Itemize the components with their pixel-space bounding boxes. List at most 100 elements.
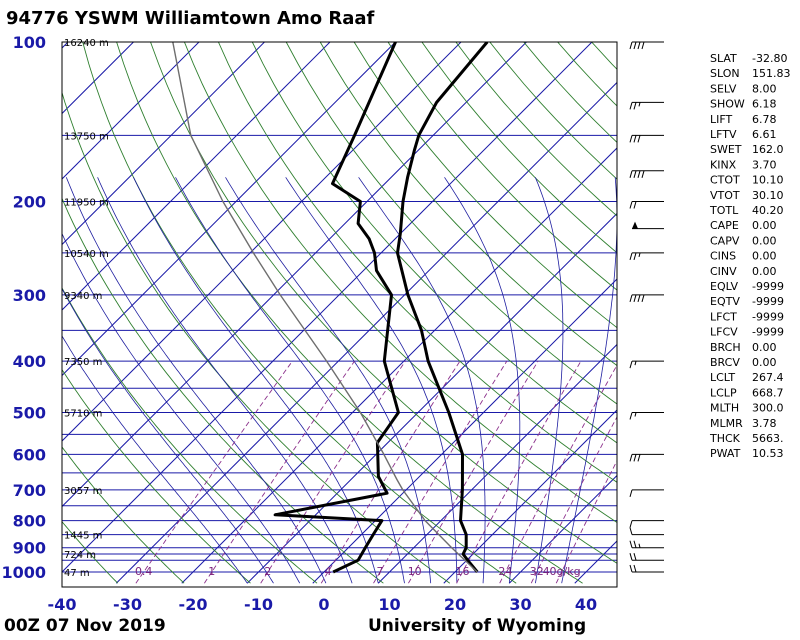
observation-time: 00Z 07 Nov 2019 — [4, 616, 166, 636]
wind-barb — [629, 564, 664, 573]
index-name: LFCT — [710, 310, 737, 323]
isotherm-line — [508, 474, 617, 584]
index-value: 5663. — [752, 432, 784, 445]
height-label: 5710 m — [64, 409, 102, 420]
index-name: CAPV — [710, 234, 740, 247]
index-name: SHOW — [710, 98, 745, 111]
height-label: 724 m — [64, 550, 96, 561]
index-name: CINV — [710, 265, 737, 278]
index-name: TOTL — [709, 204, 739, 217]
mixing-ratio-line — [555, 459, 617, 584]
wind-barb-flag — [633, 454, 637, 462]
index-value: 30.10 — [752, 189, 784, 202]
wind-barb-half-flag — [638, 543, 641, 548]
isotherm-line — [377, 343, 617, 584]
pressure-tick-label: 300 — [13, 286, 46, 305]
index-value: -9999 — [752, 280, 784, 293]
moist-adiabat — [62, 287, 274, 584]
index-name: SELV — [710, 82, 737, 95]
mixing-ratio-line — [456, 360, 582, 584]
mixing-ratio-label: 32 — [530, 565, 544, 578]
wind-barb-flag — [637, 135, 641, 143]
moist-adiabat — [225, 177, 432, 584]
wind-barb-flag — [633, 564, 637, 573]
index-value: 0.00 — [752, 234, 777, 247]
wind-barb-flag — [629, 454, 633, 462]
index-value: 0.00 — [752, 250, 777, 263]
index-value: 300.0 — [752, 402, 784, 415]
pressure-tick-label: 400 — [13, 352, 46, 371]
isotherm-line — [181, 147, 617, 584]
height-label: 1445 m — [64, 531, 102, 542]
isotherm-line — [62, 42, 135, 115]
wind-barb-flag — [637, 294, 641, 303]
moist-adiabat — [285, 177, 458, 584]
sounding-traces — [172, 42, 489, 574]
wind-barb-flag — [629, 412, 633, 420]
mixing-ratio-line — [320, 360, 461, 584]
index-name: BRCV — [710, 356, 740, 369]
index-name: LCLT — [710, 371, 735, 384]
index-name: EQLV — [710, 280, 739, 293]
wind-barb-flag — [633, 170, 637, 178]
mixing-ratio-line — [499, 364, 617, 584]
isotherm-line — [443, 409, 617, 584]
parcel-trace — [172, 42, 478, 573]
isotherm-line — [62, 42, 331, 311]
dry-adiabat — [353, 42, 617, 329]
index-name: KINX — [710, 158, 737, 171]
pressure-tick-label: 1000 — [1, 563, 46, 582]
dry-adiabat — [319, 42, 617, 367]
index-name: THCK — [709, 432, 741, 445]
index-name: LIFT — [710, 113, 733, 126]
wind-barb — [629, 489, 664, 498]
isotherm-line — [62, 42, 593, 573]
index-name: LFCV — [710, 326, 738, 339]
dry-adiabat — [387, 42, 617, 291]
index-name: BRCH — [710, 341, 741, 354]
dry-adiabat — [62, 446, 185, 584]
index-value: 8.00 — [752, 82, 777, 95]
moist-adiabat — [534, 177, 564, 584]
index-name: SLAT — [710, 52, 737, 65]
wind-barb — [629, 553, 664, 561]
index-value: 3.78 — [752, 417, 777, 430]
isotherm-line — [115, 81, 617, 584]
wind-barb-flag — [633, 201, 637, 209]
wind-barb-flag — [629, 294, 633, 303]
wind-barb-half-flag — [638, 102, 641, 107]
index-name: LCLP — [710, 386, 737, 399]
wind-barb-flag — [637, 170, 641, 178]
pressure-tick-label: 500 — [13, 404, 46, 423]
index-value: 40.20 — [752, 204, 784, 217]
mixing-ratio-line — [530, 416, 617, 584]
height-label: 16240 m — [64, 38, 109, 49]
temperature-tick-label: -10 — [244, 595, 273, 614]
temperature-tick-label: -40 — [48, 595, 77, 614]
chart-title: 94776 YSWM Williamtown Amo Raaf — [6, 8, 375, 29]
temperature-tick-label: 40 — [575, 595, 597, 614]
wind-barb — [629, 540, 664, 549]
wind-barb-half-flag — [638, 252, 641, 258]
mixing-ratio-line — [204, 360, 355, 584]
height-label: 47 m — [64, 568, 90, 579]
index-name: SWET — [710, 143, 742, 156]
dry-adiabat — [62, 91, 451, 584]
index-value: 267.4 — [752, 371, 784, 384]
mixing-ratio-label: 4 — [325, 565, 332, 578]
moist-adiabat — [358, 177, 486, 584]
dewpoint-trace — [273, 42, 400, 574]
temperature-tick-label: -20 — [179, 595, 208, 614]
isotherm-line — [62, 42, 528, 508]
wind-barb-flag — [633, 135, 637, 143]
wind-barb-flag — [629, 135, 633, 143]
index-value: 10.10 — [752, 174, 784, 187]
temperature-tick-label: 20 — [444, 595, 466, 614]
index-value: -32.80 — [752, 52, 787, 65]
height-label: 11950 m — [64, 198, 109, 209]
wind-barb — [629, 252, 664, 261]
wind-barb — [632, 221, 664, 230]
wind-barb-flag — [637, 41, 641, 50]
wind-barb-flag — [629, 489, 633, 498]
temperature-tick-label: 30 — [509, 595, 531, 614]
